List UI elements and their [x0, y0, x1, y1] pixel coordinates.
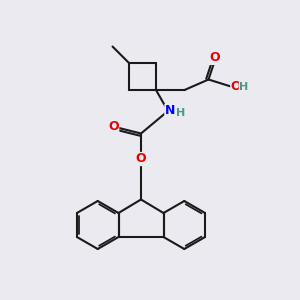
Text: O: O [209, 51, 220, 64]
Text: H: H [176, 108, 185, 118]
Text: O: O [108, 119, 119, 133]
Text: H: H [239, 82, 248, 92]
Text: N: N [165, 104, 175, 118]
Text: O: O [231, 80, 242, 94]
Text: O: O [136, 152, 146, 166]
